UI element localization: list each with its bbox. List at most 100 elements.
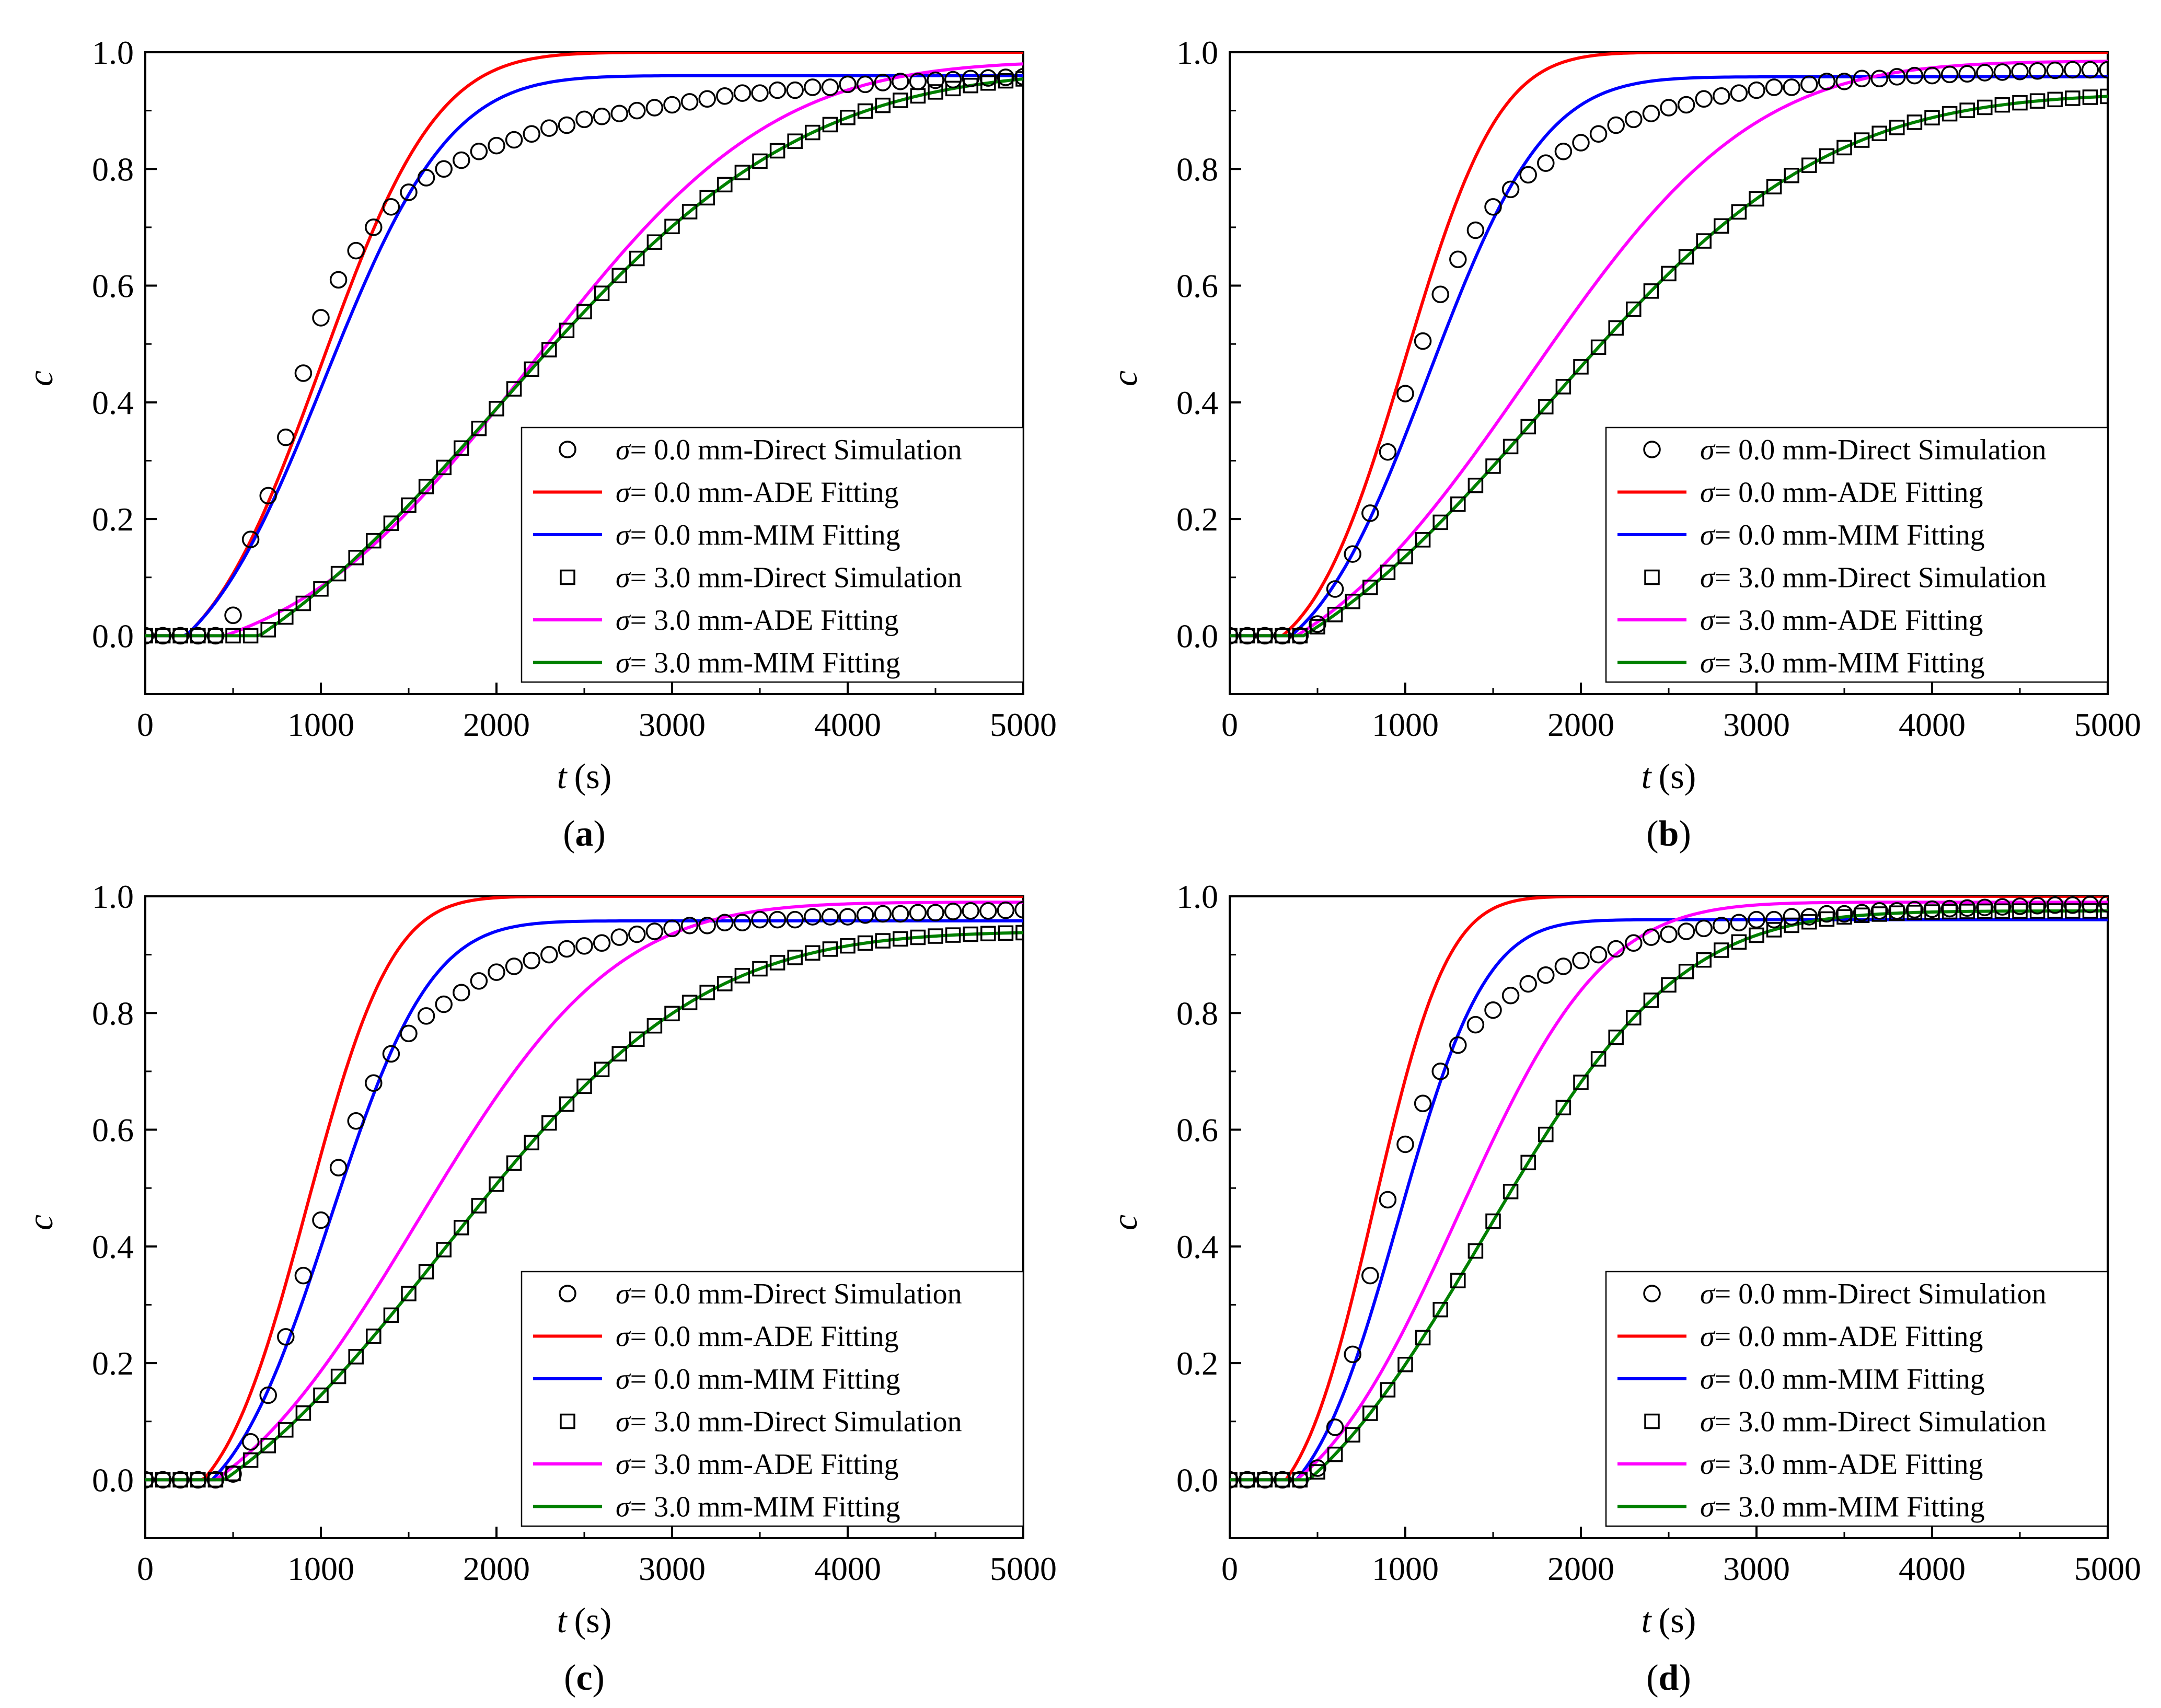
- data-point-square: [559, 322, 575, 339]
- series-line--0-0-mm-ade-fitting: [145, 896, 1023, 1482]
- legend-entry-symbol: σ: [1700, 1448, 1716, 1481]
- data-point-circle: [979, 902, 997, 920]
- data-point-circle: [1238, 1471, 1256, 1489]
- data-point-square: [1977, 903, 1993, 919]
- legend-entry-symbol: σ: [1700, 604, 1716, 637]
- panel-caption: (b): [1646, 814, 1691, 854]
- data-point-square: [1854, 907, 1870, 924]
- legend-entry-symbol: σ: [1700, 562, 1716, 594]
- data-point-square: [646, 234, 663, 250]
- data-point-square: [2012, 95, 2028, 111]
- data-point-square: [1380, 1382, 1396, 1398]
- data-point-circle: [1940, 899, 1959, 918]
- data-point-circle: [962, 70, 979, 87]
- data-point-circle: [716, 914, 734, 931]
- data-point-circle: [1625, 934, 1643, 952]
- legend-box: [1605, 1271, 2109, 1527]
- data-point-square: [1239, 628, 1255, 644]
- data-point-circle: [1695, 919, 1713, 938]
- x-axis-label-unit: (s): [574, 1600, 612, 1640]
- y-tick-label: 0.8: [1176, 995, 1218, 1032]
- data-point-circle: [2011, 897, 2029, 915]
- data-point-circle: [1748, 81, 1765, 99]
- data-point-circle: [435, 995, 453, 1013]
- data-point-square: [1380, 564, 1396, 580]
- x-tick-label: 1000: [287, 706, 354, 743]
- chart-panel-c: 0 1000 2000 3000 4000 5000 0.0 0.2 0.4 0.6 0.8 1.0 c…: [0, 844, 1077, 1698]
- data-point-square: [383, 1307, 399, 1323]
- legend-square-marker: [1644, 569, 1660, 585]
- panel-caption: (a): [563, 814, 606, 854]
- data-point-square: [734, 968, 750, 984]
- data-point-circle: [277, 1328, 295, 1346]
- data-point-square: [1275, 628, 1290, 644]
- data-point-square: [1854, 132, 1870, 148]
- data-point-circle: [1291, 1471, 1309, 1489]
- legend-circle-marker: [1643, 441, 1661, 458]
- data-point-circle: [821, 908, 839, 926]
- data-point-circle: [1958, 65, 1976, 83]
- data-point-square: [506, 1155, 522, 1171]
- data-point-circle: [1274, 627, 1291, 645]
- data-point-square: [145, 628, 153, 644]
- data-point-square: [242, 1452, 259, 1468]
- data-point-square: [330, 1368, 346, 1384]
- data-point-circle: [312, 309, 330, 327]
- series-line--3-0-mm-ade-fitting: [145, 62, 1023, 638]
- data-point-circle: [1379, 443, 1397, 461]
- chart-panel-a: 0 1000 2000 3000 4000 5000 0.0 0.2 0.4 0.6 0.8 1.0 c…: [0, 0, 1077, 854]
- data-point-circle: [171, 627, 189, 645]
- data-point-circle: [680, 93, 699, 111]
- data-point-square: [1731, 934, 1747, 950]
- y-tick-label: 0.0: [1176, 1461, 1218, 1498]
- legend-entry-symbol: σ: [616, 1278, 631, 1310]
- data-point-circle: [874, 905, 892, 923]
- data-point-square: [2065, 90, 2081, 106]
- data-point-circle: [645, 99, 664, 117]
- panel-caption: (d): [1646, 1658, 1691, 1698]
- data-point-circle: [558, 116, 576, 134]
- x-axis-label-unit: (s): [574, 756, 612, 796]
- data-point-square: [1643, 993, 1659, 1008]
- panel-caption: (c): [564, 1658, 605, 1698]
- data-point-square: [664, 218, 680, 235]
- data-point-circle: [1361, 504, 1379, 522]
- data-point-square: [1608, 320, 1624, 336]
- data-point-circle: [927, 71, 944, 89]
- data-point-square: [2047, 903, 2063, 919]
- data-point-circle: [1835, 73, 1853, 90]
- data-point-square: [1590, 339, 1607, 355]
- data-point-circle: [312, 1211, 330, 1229]
- data-point-circle: [1501, 180, 1520, 199]
- data-point-circle: [1396, 385, 1414, 402]
- data-point-square: [717, 976, 733, 991]
- data-point-square: [207, 1472, 224, 1488]
- legend-entry-symbol: σ: [1700, 434, 1716, 466]
- y-tick-label: 1.0: [92, 878, 134, 915]
- x-tick-label: 3000: [1723, 706, 1790, 743]
- legend-square-marker: [1644, 1413, 1660, 1429]
- legend-entry-label: σ= 0.0 mm-MIM Fitting: [616, 519, 900, 551]
- legend-circle-marker: [1643, 1285, 1661, 1302]
- data-point-circle: [1976, 64, 1994, 82]
- data-point-circle: [733, 84, 752, 102]
- chart-svg-c: 0 1000 2000 3000 4000 5000 0.0 0.2 0.4 0.6 0.8 1.0 c…: [20, 878, 1057, 1698]
- data-point-circle: [997, 68, 1015, 86]
- data-point-square: [611, 268, 627, 284]
- data-point-circle: [1291, 627, 1309, 645]
- data-point-circle: [1800, 75, 1818, 94]
- data-point-circle: [892, 73, 909, 90]
- data-point-circle: [277, 429, 295, 446]
- data-point-square: [383, 515, 399, 531]
- y-tick-label: 0.8: [92, 995, 134, 1032]
- data-point-square: [576, 1078, 592, 1094]
- data-point-circle: [1484, 198, 1502, 216]
- data-point-circle: [2046, 61, 2064, 79]
- x-tick-label: 3000: [639, 1550, 706, 1587]
- data-point-square: [436, 459, 452, 476]
- data-point-square: [2065, 903, 2081, 919]
- data-point-square: [752, 153, 768, 169]
- y-tick-label: 0.8: [1176, 151, 1218, 188]
